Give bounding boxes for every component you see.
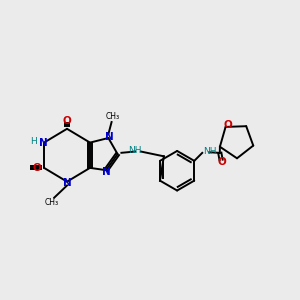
Text: O: O bbox=[217, 157, 226, 167]
Text: N: N bbox=[39, 138, 48, 148]
Text: O: O bbox=[63, 116, 71, 126]
Text: NH: NH bbox=[203, 147, 216, 156]
Text: H: H bbox=[31, 137, 37, 146]
Text: N: N bbox=[63, 178, 71, 188]
Text: CH₃: CH₃ bbox=[45, 198, 59, 207]
Text: N: N bbox=[102, 167, 111, 177]
Text: O: O bbox=[224, 120, 233, 130]
Text: CH₃: CH₃ bbox=[105, 112, 119, 121]
Text: O: O bbox=[33, 163, 41, 173]
Text: N: N bbox=[105, 132, 113, 142]
Text: NH: NH bbox=[128, 146, 141, 155]
